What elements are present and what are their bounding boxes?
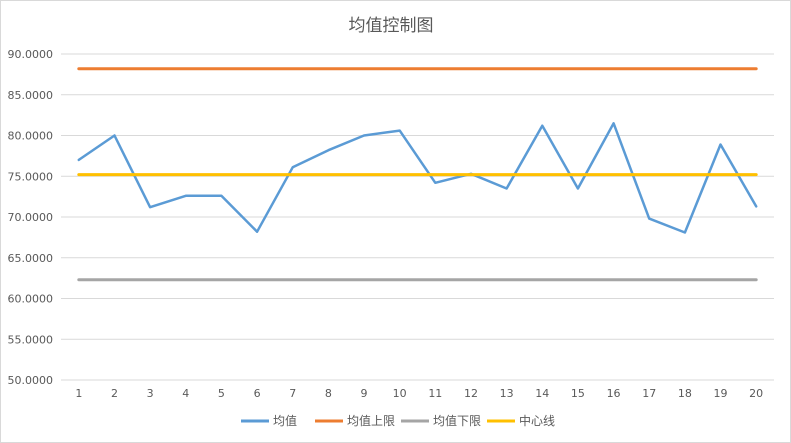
x-tick-label: 10 xyxy=(393,387,407,400)
x-tick-label: 7 xyxy=(289,387,296,400)
y-axis-ticks: 50.0000 55.0000 60.0000 65.0000 70.0000 75.00… xyxy=(8,48,54,387)
x-tick-label: 17 xyxy=(642,387,656,400)
x-tick-label: 19 xyxy=(714,387,728,400)
x-tick-label: 8 xyxy=(325,387,332,400)
x-tick-label: 12 xyxy=(464,387,478,400)
legend-label: 中心线 xyxy=(519,413,555,428)
legend-label: 均值下限 xyxy=(433,413,481,428)
y-tick-label: 55.0000 xyxy=(8,333,54,346)
y-tick-label: 70.0000 xyxy=(8,211,54,224)
series-line-0 xyxy=(77,122,758,234)
chart-title: 均值控制图 xyxy=(349,16,434,36)
series-group xyxy=(77,67,758,282)
legend: 均值 均值上限 均值下限 中心线 xyxy=(241,413,555,428)
gridlines xyxy=(61,53,774,381)
x-tick-label: 11 xyxy=(428,387,442,400)
x-tick-label: 9 xyxy=(361,387,368,400)
y-tick-label: 50.0000 xyxy=(8,374,54,387)
x-tick-label: 15 xyxy=(571,387,585,400)
x-tick-label: 16 xyxy=(607,387,621,400)
x-tick-label: 3 xyxy=(147,387,154,400)
x-tick-label: 2 xyxy=(111,387,118,400)
x-tick-label: 4 xyxy=(182,387,189,400)
y-tick-label: 60.0000 xyxy=(8,293,54,306)
x-tick-label: 13 xyxy=(500,387,514,400)
legend-label: 均值 xyxy=(273,413,297,428)
legend-label: 均值上限 xyxy=(347,413,395,428)
x-tick-label: 1 xyxy=(75,387,82,400)
x-tick-label: 6 xyxy=(254,387,261,400)
y-tick-label: 75.0000 xyxy=(8,170,54,183)
x-axis-ticks: 1 2 3 4 5 6 7 8 9 10 11 12 13 14 15 16 17 18 19 20 xyxy=(75,387,763,400)
x-tick-label: 5 xyxy=(218,387,225,400)
x-tick-label: 18 xyxy=(678,387,692,400)
y-tick-label: 90.0000 xyxy=(8,48,54,61)
x-tick-label: 14 xyxy=(535,387,549,400)
y-tick-label: 65.0000 xyxy=(8,252,54,265)
y-tick-label: 85.0000 xyxy=(8,89,54,102)
y-tick-label: 80.0000 xyxy=(8,130,54,143)
x-tick-label: 20 xyxy=(749,387,763,400)
